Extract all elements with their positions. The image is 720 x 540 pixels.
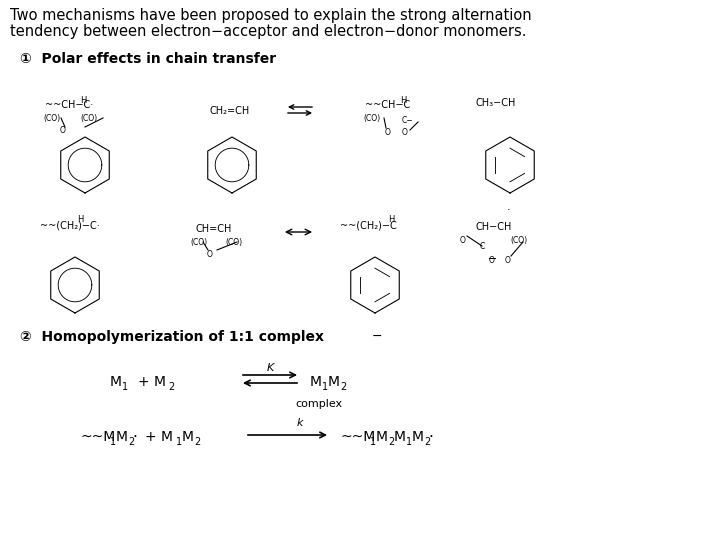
Text: ~~(CH₂)−C·: ~~(CH₂)−C· [40,220,100,230]
Text: M: M [182,430,194,444]
Text: M: M [412,430,424,444]
Text: O: O [207,250,213,259]
Text: M: M [110,375,122,389]
Text: ~~M: ~~M [80,430,115,444]
Text: M: M [328,375,340,389]
Text: ĊH₃−CH: ĊH₃−CH [475,98,516,108]
Text: CH₂=CH: CH₂=CH [210,106,251,116]
Text: 2: 2 [168,382,174,392]
Text: H: H [400,96,406,105]
Text: 2: 2 [194,437,200,447]
Text: H: H [77,215,84,224]
Text: M: M [310,375,322,389]
Text: O: O [385,128,391,137]
Text: 1: 1 [322,382,328,392]
Text: ·: · [507,205,510,215]
Text: ·: · [428,430,433,445]
Text: k: k [297,418,303,428]
Text: 2: 2 [128,437,134,447]
Text: C−: C− [402,116,413,125]
Text: H: H [388,215,395,224]
Text: ·: · [132,430,137,445]
Text: Two mechanisms have been proposed to explain the strong alternation: Two mechanisms have been proposed to exp… [10,8,531,23]
Text: ~~CH−C: ~~CH−C [365,100,410,110]
Text: 1: 1 [176,437,182,447]
Text: ①  Polar effects in chain transfer: ① Polar effects in chain transfer [20,52,276,66]
Text: ~~M: ~~M [340,430,375,444]
Text: 1: 1 [370,437,376,447]
Text: 2: 2 [424,437,431,447]
Text: M: M [394,430,406,444]
Text: 2: 2 [340,382,346,392]
Text: + M: + M [145,430,173,444]
Text: 1: 1 [406,437,412,447]
Text: complex: complex [295,399,342,409]
Text: −: − [372,330,382,343]
Text: O: O [505,256,511,265]
Text: CH=CH: CH=CH [195,224,231,234]
Text: 2: 2 [388,437,395,447]
Text: O: O [60,126,66,135]
Text: (CO): (CO) [225,238,242,247]
Text: ~~(CH₂)−C: ~~(CH₂)−C [340,220,397,230]
Text: O: O [489,256,495,265]
Text: (CO): (CO) [43,114,60,123]
Text: ~~CH−C·: ~~CH−C· [45,100,94,110]
Text: (CO): (CO) [363,114,380,123]
Text: ②  Homopolymerization of 1:1 complex: ② Homopolymerization of 1:1 complex [20,330,324,344]
Text: CH−ĊH: CH−ĊH [475,222,511,232]
Text: tendency between electron−acceptor and electron−donor monomers.: tendency between electron−acceptor and e… [10,24,526,39]
Text: (CO): (CO) [510,236,527,245]
Text: H: H [80,96,86,105]
Text: 1: 1 [110,437,116,447]
Text: 1: 1 [122,382,128,392]
Text: M: M [116,430,128,444]
Text: M: M [376,430,388,444]
Text: O: O [402,128,408,137]
Text: (CO): (CO) [190,238,207,247]
Text: (CO): (CO) [80,114,97,123]
Text: K: K [266,363,274,373]
Text: C: C [480,242,485,251]
Text: + M: + M [138,375,166,389]
Text: O: O [460,236,466,245]
